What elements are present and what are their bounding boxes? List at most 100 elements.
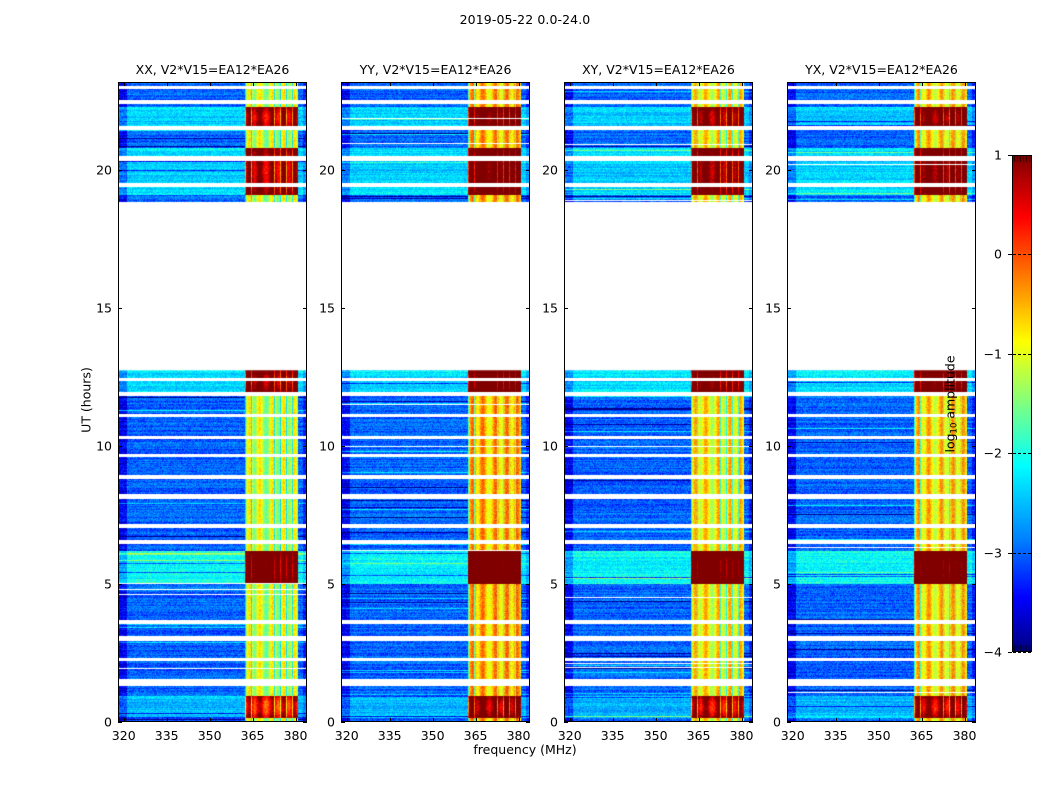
y-tick-right (972, 170, 976, 172)
y-tick-right (972, 308, 976, 310)
y-tick-label: 15 (96, 300, 112, 316)
y-tick-right (972, 446, 976, 448)
x-tick-top (792, 82, 794, 86)
colorbar-frame (1012, 155, 1032, 652)
y-tick-right (526, 722, 530, 723)
colorbar-tick-inner (1013, 254, 1031, 256)
x-tick (792, 718, 794, 722)
x-tick-label: 380 (506, 728, 531, 743)
panel-title-yy: YY, V2*V15=EA12*EA26 (359, 62, 512, 77)
x-tick-top (964, 82, 966, 86)
y-tick-right (303, 722, 307, 723)
x-tick (698, 718, 700, 722)
y-tick-label: 20 (96, 162, 112, 178)
colorbar-tick-label: 1 (994, 147, 1002, 163)
x-tick-top (655, 82, 657, 86)
x-tick-top (518, 82, 520, 86)
x-tick-label: 320 (334, 728, 359, 743)
panel-frame-xy (564, 82, 753, 722)
panel-frame-yx (787, 82, 976, 722)
x-tick-top (612, 82, 614, 86)
x-tick-top (475, 82, 477, 86)
colorbar-label-base: log (942, 432, 958, 453)
x-tick-label: 350 (643, 728, 668, 743)
x-tick-label: 335 (377, 728, 402, 743)
x-tick-label: 320 (557, 728, 582, 743)
y-tick (341, 170, 345, 172)
waterfall-image-yx (787, 82, 976, 722)
x-tick-label: 350 (866, 728, 891, 743)
colorbar (1012, 155, 1032, 652)
x-tick-label: 365 (909, 728, 934, 743)
y-tick (118, 446, 122, 448)
panel-xy: XY, V2*V15=EA12*EA26 (564, 62, 753, 722)
colorbar-tick-label: −1 (983, 346, 1002, 362)
colorbar-tick-inner (1013, 552, 1031, 554)
y-tick-label: 0 (773, 714, 781, 730)
panel-frame-yy (341, 82, 530, 722)
x-tick-label: 350 (420, 728, 445, 743)
y-tick-right (526, 446, 530, 448)
panel-title-xy: XY, V2*V15=EA12*EA26 (582, 62, 735, 77)
x-tick-top (166, 82, 168, 86)
x-tick-label: 365 (240, 728, 265, 743)
x-tick (921, 718, 923, 722)
colorbar-label-subscript: 10 (949, 422, 960, 433)
y-tick-label: 5 (550, 576, 558, 592)
x-tick (389, 718, 391, 722)
y-tick-label: 5 (327, 576, 335, 592)
x-tick (295, 718, 297, 722)
y-tick-right (303, 584, 307, 586)
x-tick-label: 320 (780, 728, 805, 743)
y-tick (564, 446, 568, 448)
x-tick (569, 718, 571, 722)
waterfall-image-yy (341, 82, 530, 722)
colorbar-tick (1008, 155, 1012, 156)
y-tick-label: 10 (765, 438, 781, 454)
colorbar-tick-label: −2 (983, 445, 1002, 461)
panel-frame-xx (118, 82, 307, 722)
x-tick-top (878, 82, 880, 86)
y-tick (787, 308, 791, 310)
y-tick-label: 15 (319, 300, 335, 316)
x-tick-top (698, 82, 700, 86)
x-tick-top (389, 82, 391, 86)
y-tick-right (526, 308, 530, 310)
colorbar-gradient (1012, 155, 1032, 652)
y-tick (564, 722, 568, 723)
x-tick-top (569, 82, 571, 86)
y-tick-label: 0 (550, 714, 558, 730)
y-tick-label: 10 (96, 438, 112, 454)
x-tick-label: 380 (283, 728, 308, 743)
x-tick (209, 718, 211, 722)
x-tick-top (741, 82, 743, 86)
panel-yx: YX, V2*V15=EA12*EA26 (787, 62, 976, 722)
y-tick-label: 15 (542, 300, 558, 316)
panel-xx: XX, V2*V15=EA12*EA26 (118, 62, 307, 722)
x-tick (878, 718, 880, 722)
y-tick-label: 15 (765, 300, 781, 316)
y-tick-label: 0 (327, 714, 335, 730)
x-tick-label: 350 (197, 728, 222, 743)
colorbar-tick (1008, 353, 1012, 355)
x-tick (655, 718, 657, 722)
y-tick (787, 170, 791, 172)
x-tick-top (432, 82, 434, 86)
colorbar-label-tail: amplitude (942, 354, 958, 423)
colorbar-tick (1008, 254, 1012, 256)
x-tick-top (209, 82, 211, 86)
x-tick (518, 718, 520, 722)
y-tick (118, 308, 122, 310)
y-tick-label: 5 (104, 576, 112, 592)
x-tick-label: 365 (686, 728, 711, 743)
y-tick-right (749, 446, 753, 448)
colorbar-tick-inner (1013, 155, 1031, 156)
colorbar-label: log10 amplitude (942, 354, 960, 453)
x-tick-label: 380 (729, 728, 754, 743)
waterfall-image-xx (118, 82, 307, 722)
colorbar-tick-label: −4 (983, 644, 1002, 660)
x-tick-top (346, 82, 348, 86)
x-tick-label: 335 (600, 728, 625, 743)
y-tick-right (526, 584, 530, 586)
